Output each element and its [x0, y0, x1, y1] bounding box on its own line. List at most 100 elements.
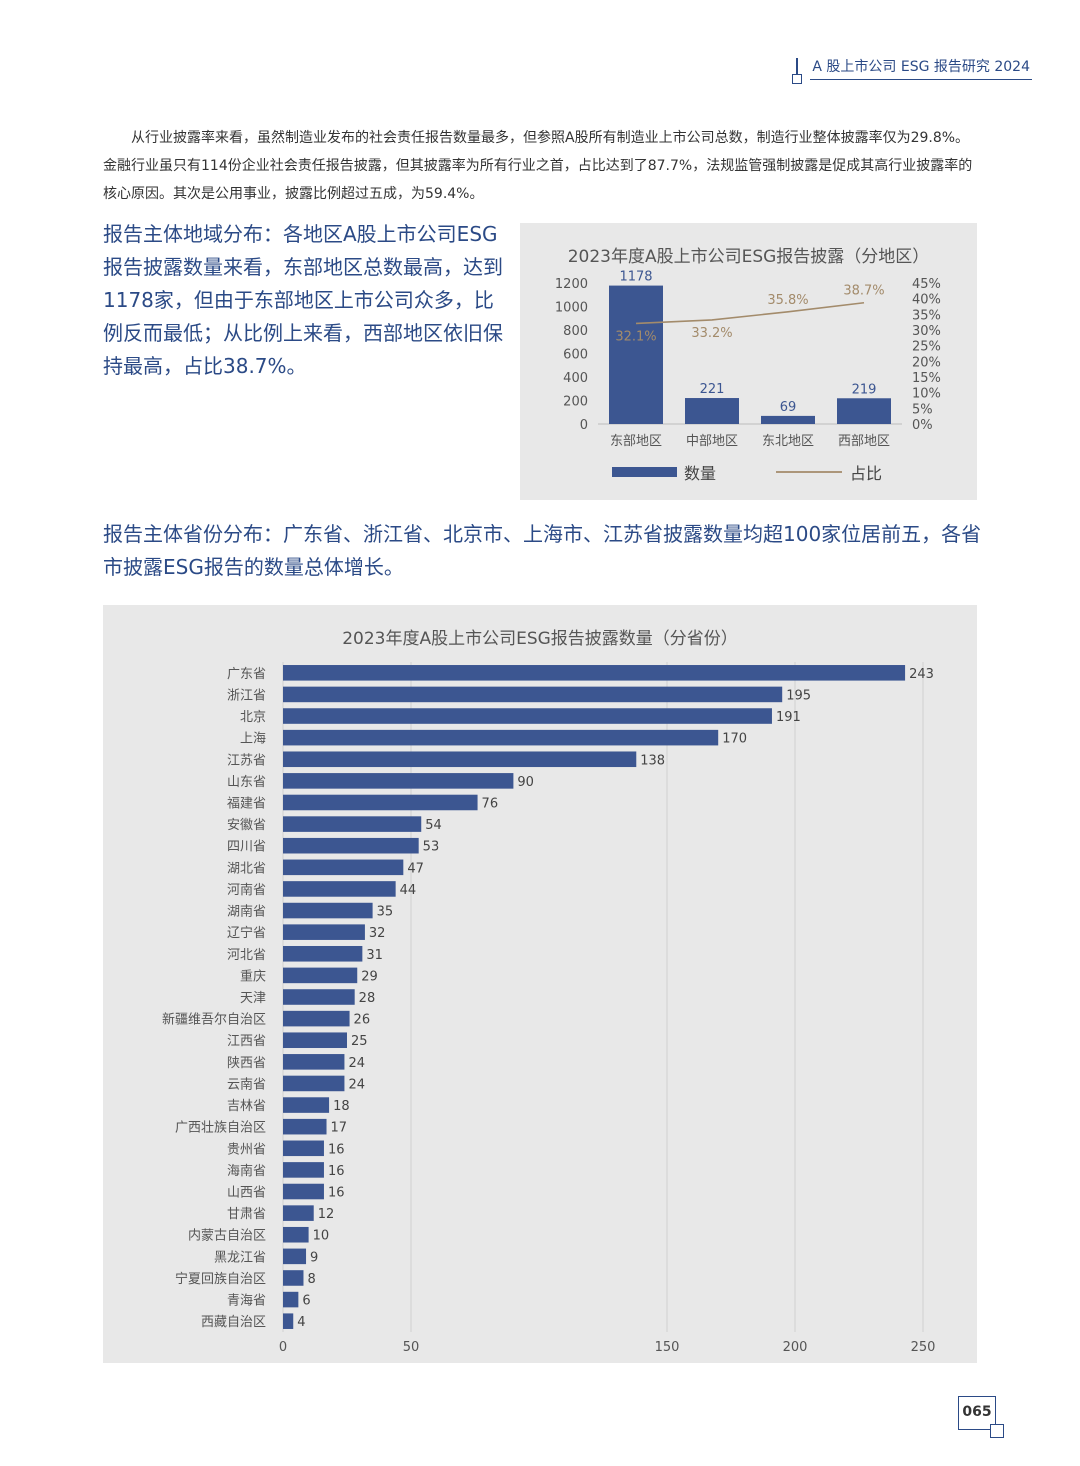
- province-bar-value-label: 16: [328, 1164, 345, 1179]
- region-category-label: 东北地区: [762, 434, 814, 449]
- province-category-label: 福建省: [227, 796, 266, 811]
- province-bar-value-label: 53: [423, 840, 440, 855]
- province-bar-value-label: 32: [369, 926, 386, 941]
- province-category-label: 河南省: [227, 882, 266, 898]
- province-bar: [283, 1226, 309, 1243]
- province-category-label: 江西省: [227, 1034, 266, 1049]
- province-bar-value-label: 12: [318, 1207, 335, 1222]
- region-bar-value-label: 221: [700, 382, 725, 397]
- province-bar-value-label: 6: [302, 1294, 310, 1309]
- province-category-label: 黑龙江省: [214, 1250, 266, 1265]
- share-line-series: [635, 301, 865, 325]
- province-bar: [283, 1097, 330, 1113]
- province-bar: [283, 902, 373, 919]
- right-axis-tick-label: 15%: [912, 371, 941, 386]
- page-header: A 股上市公司 ESG 报告研究 2024: [792, 52, 1032, 86]
- share-data-label: 32.1%: [615, 329, 656, 344]
- province-bar: [283, 967, 358, 984]
- province-category-label: 天津: [240, 991, 266, 1006]
- province-bar-value-label: 90: [517, 775, 534, 790]
- province-category-label: 贵州省: [227, 1142, 266, 1157]
- region-category-label: 东部地区: [610, 434, 662, 449]
- region-chart: 0 200 400 600 800 1000 1200 0%5%10%15%20%25%30%…: [555, 270, 941, 483]
- right-axis-tick-label: 10%: [912, 387, 941, 402]
- left-axis-tick-label: 200: [563, 395, 588, 410]
- province-bar: [283, 881, 396, 897]
- province-bar-value-label: 138: [640, 753, 665, 768]
- right-axis-tick-label: 5%: [912, 402, 933, 417]
- legend-swatch-count: [612, 467, 677, 477]
- share-data-label: 38.7%: [843, 284, 884, 299]
- province-bar: [283, 1248, 307, 1265]
- legend-label-count: 数量: [684, 464, 716, 483]
- x-axis-tick-label: 250: [911, 1340, 936, 1355]
- right-axis-tick-label: 20%: [912, 355, 941, 370]
- left-axis-tick-label: 0: [580, 418, 588, 433]
- page-number: 065: [958, 1396, 996, 1430]
- province-category-label: 江苏省: [227, 752, 266, 768]
- province-category-label: 广东省: [227, 667, 266, 682]
- province-bar: [283, 1032, 347, 1049]
- province-bar: [283, 859, 404, 876]
- region-chart-title: 2023年度A股上市公司ESG报告披露（分地区）: [567, 247, 930, 267]
- region-category-label: 西部地区: [838, 434, 890, 449]
- left-axis-tick-label: 800: [563, 324, 588, 339]
- province-category-label: 新疆维吾尔自治区: [162, 1012, 266, 1028]
- region-bar: [685, 398, 739, 424]
- region-category-label: 中部地区: [686, 434, 738, 449]
- province-bar: [283, 1183, 324, 1200]
- province-category-label: 甘肃省: [227, 1207, 266, 1222]
- region-bar-value-label: 1178: [619, 270, 652, 285]
- province-bar: [283, 989, 355, 1005]
- province-bar-value-label: 4: [297, 1315, 305, 1330]
- province-bar: [283, 1140, 324, 1157]
- header-decoration: [792, 52, 806, 86]
- province-bar-value-label: 29: [361, 969, 378, 984]
- province-bar-value-label: 76: [482, 796, 499, 811]
- province-bar-value-label: 24: [348, 1077, 365, 1092]
- province-bar: [283, 1162, 324, 1178]
- province-bar: [283, 751, 637, 768]
- province-bar-value-label: 31: [366, 948, 383, 963]
- region-bar: [761, 415, 815, 424]
- province-category-label: 北京: [240, 710, 266, 725]
- x-axis-tick-label: 50: [403, 1340, 420, 1355]
- province-bar: [283, 816, 422, 832]
- province-bar: [283, 665, 906, 681]
- province-category-label: 内蒙古自治区: [188, 1228, 266, 1244]
- province-chart: 0 50 150 200 250 243 广东省 195 浙江省 191 北京 170 上海 138 江苏省…: [162, 662, 936, 1355]
- header-title: A 股上市公司 ESG 报告研究 2024: [810, 52, 1032, 80]
- legend-label-share: 占比: [850, 464, 882, 483]
- province-bar-value-label: 170: [722, 732, 747, 747]
- province-bar: [283, 708, 772, 724]
- left-axis-tick-label: 1000: [555, 301, 588, 316]
- province-highlight-text: 报告主体省份分布：广东省、浙江省、北京市、上海市、江苏省披露数量均超100家位居…: [103, 522, 982, 579]
- province-bar-value-label: 191: [776, 710, 801, 725]
- province-category-label: 河北省: [227, 948, 266, 963]
- province-bar-value-label: 17: [331, 1121, 348, 1136]
- province-category-label: 安徽省: [227, 818, 266, 833]
- province-bar-value-label: 16: [328, 1186, 345, 1201]
- province-bar-value-label: 35: [377, 905, 394, 920]
- province-bar: [283, 773, 514, 789]
- province-bar: [283, 1270, 304, 1286]
- province-bar-value-label: 10: [313, 1229, 330, 1244]
- province-category-label: 上海: [240, 732, 266, 747]
- province-bar-value-label: 9: [310, 1250, 318, 1265]
- province-category-label: 重庆: [240, 968, 266, 984]
- province-bar: [283, 729, 719, 746]
- province-category-label: 广西壮族自治区: [175, 1120, 266, 1136]
- province-category-label: 山西省: [227, 1186, 266, 1201]
- province-bar-value-label: 47: [407, 861, 424, 876]
- province-bar: [283, 1205, 314, 1221]
- region-bar-value-label: 219: [852, 382, 877, 397]
- region-bar-value-label: 69: [780, 400, 797, 415]
- province-bar: [283, 1313, 294, 1329]
- left-axis-tick-label: 1200: [555, 277, 588, 292]
- province-bar: [283, 924, 365, 940]
- province-bar: [283, 1291, 299, 1308]
- province-bar-value-label: 243: [909, 667, 934, 682]
- province-bar: [283, 1075, 345, 1092]
- province-category-label: 云南省: [227, 1076, 266, 1092]
- right-axis-tick-label: 25%: [912, 340, 941, 355]
